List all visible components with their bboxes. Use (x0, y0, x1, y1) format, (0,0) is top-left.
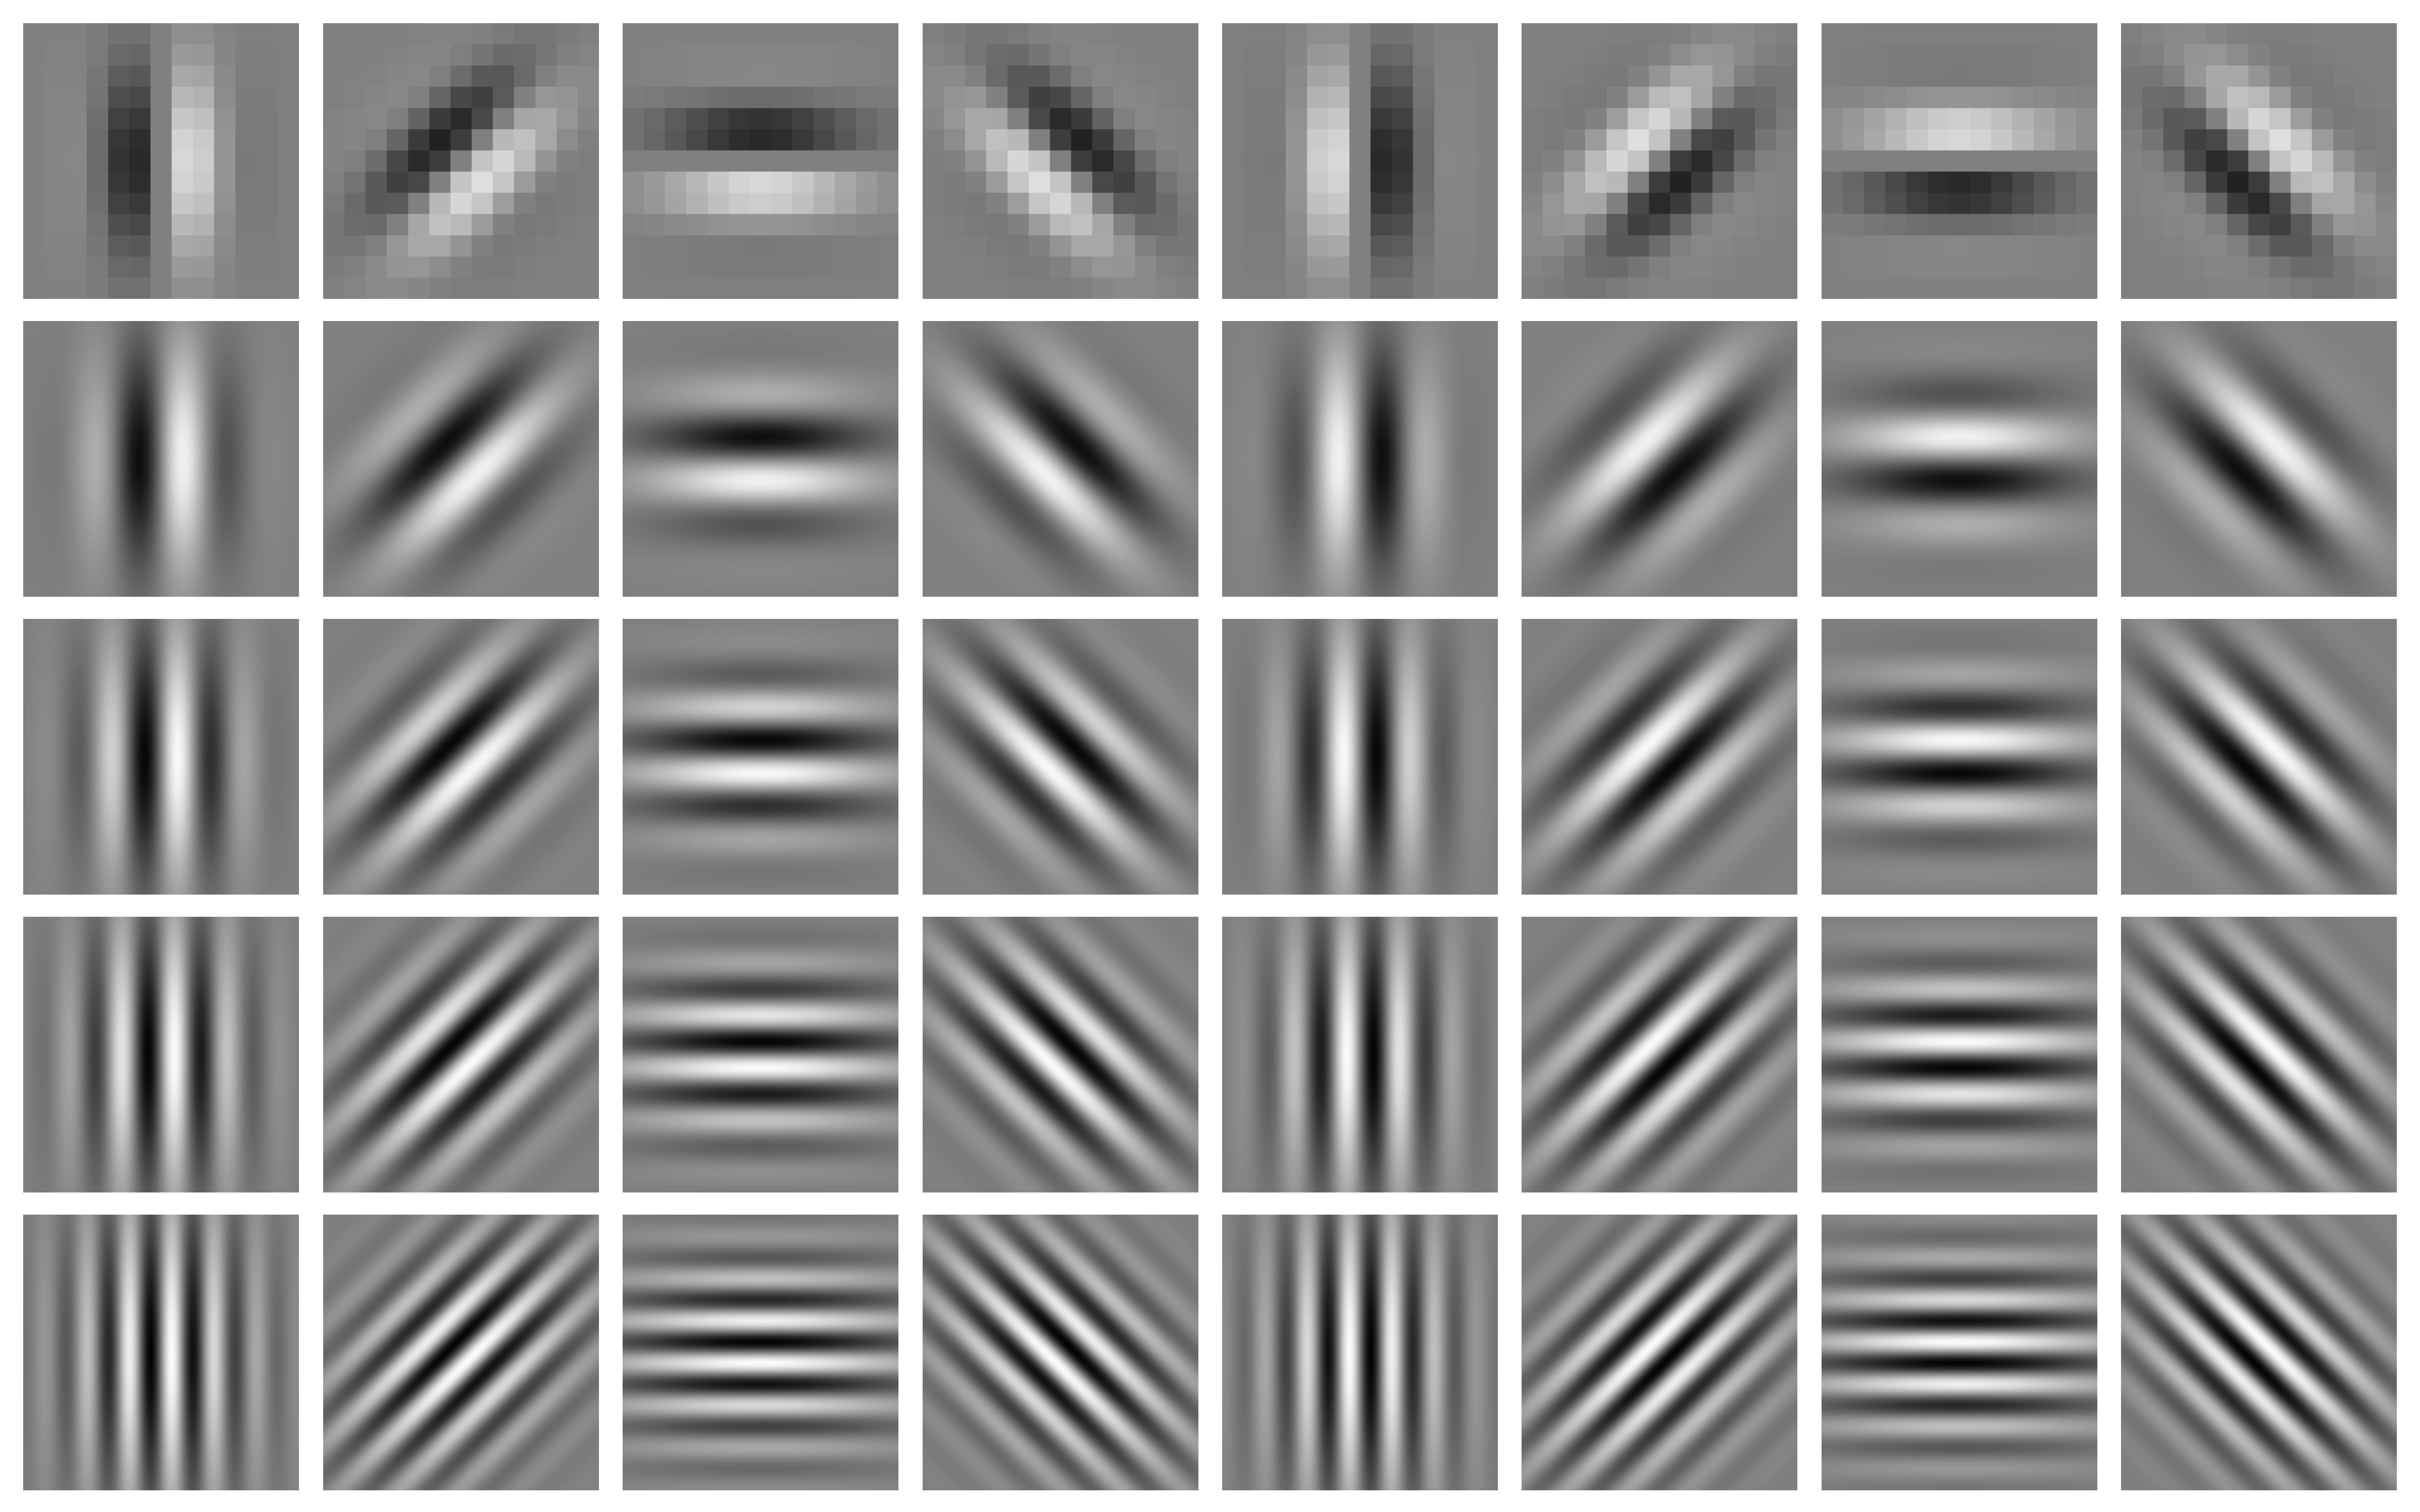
gabor-filter-r3-c2 (323, 619, 599, 895)
gabor-filter-r4-c8 (2121, 917, 2397, 1192)
gabor-filter-r1-c2 (323, 23, 599, 299)
gabor-filter-image (2121, 619, 2397, 895)
gabor-filter-r5-c4 (923, 1215, 1198, 1490)
gabor-filter-image (2121, 917, 2397, 1192)
gabor-filter-image (623, 619, 898, 895)
gabor-filter-r4-c5 (1222, 917, 1498, 1192)
gabor-filter-r4-c4 (923, 917, 1198, 1192)
gabor-filter-r5-c7 (1822, 1215, 2097, 1490)
gabor-filter-image (2121, 321, 2397, 597)
gabor-filter-r2-c5 (1222, 321, 1498, 597)
gabor-filter-image (23, 917, 299, 1192)
gabor-filter-image (1222, 1215, 1498, 1490)
gabor-filter-image (1822, 23, 2097, 299)
gabor-filter-r2-c6 (1522, 321, 1797, 597)
gabor-filter-r1-c1 (23, 23, 299, 299)
gabor-filter-r5-c5 (1222, 1215, 1498, 1490)
gabor-filter-r5-c2 (323, 1215, 599, 1490)
gabor-filter-image (923, 917, 1198, 1192)
gabor-filter-r4-c1 (23, 917, 299, 1192)
gabor-filter-r2-c2 (323, 321, 599, 597)
gabor-filter-r5-c3 (623, 1215, 898, 1490)
gabor-filter-image (323, 321, 599, 597)
gabor-filter-r4-c6 (1522, 917, 1797, 1192)
gabor-filter-r1-c6 (1522, 23, 1797, 299)
gabor-filter-image (623, 23, 898, 299)
gabor-filter-image (2121, 1215, 2397, 1490)
gabor-filter-image (1522, 1215, 1797, 1490)
gabor-filter-image (2121, 23, 2397, 299)
gabor-filter-image (1822, 321, 2097, 597)
gabor-filter-image (923, 321, 1198, 597)
gabor-filter-image (23, 1215, 299, 1490)
gabor-filter-r4-c3 (623, 917, 898, 1192)
gabor-filter-image (1822, 1215, 2097, 1490)
gabor-filter-image (623, 321, 898, 597)
gabor-filter-r1-c7 (1822, 23, 2097, 299)
gabor-filter-image (323, 917, 599, 1192)
gabor-filter-r5-c1 (23, 1215, 299, 1490)
gabor-filter-image (1822, 619, 2097, 895)
gabor-filter-r1-c5 (1222, 23, 1498, 299)
gabor-filter-r1-c8 (2121, 23, 2397, 299)
gabor-filter-r3-c7 (1822, 619, 2097, 895)
gabor-filter-image (923, 619, 1198, 895)
gabor-filter-r3-c5 (1222, 619, 1498, 895)
gabor-filter-image (23, 619, 299, 895)
gabor-filter-r2-c4 (923, 321, 1198, 597)
gabor-filter-r1-c3 (623, 23, 898, 299)
gabor-filter-r3-c1 (23, 619, 299, 895)
gabor-filter-r3-c3 (623, 619, 898, 895)
gabor-filter-image (323, 23, 599, 299)
gabor-filter-r4-c7 (1822, 917, 2097, 1192)
gabor-filter-r5-c6 (1522, 1215, 1797, 1490)
gabor-filter-r3-c6 (1522, 619, 1797, 895)
gabor-filter-image (1522, 23, 1797, 299)
gabor-filter-r1-c4 (923, 23, 1198, 299)
gabor-filter-r3-c4 (923, 619, 1198, 895)
gabor-filter-r2-c7 (1822, 321, 2097, 597)
gabor-filter-r2-c3 (623, 321, 898, 597)
gabor-filter-image (1222, 321, 1498, 597)
gabor-filter-image (1222, 23, 1498, 299)
gabor-filter-image (23, 321, 299, 597)
gabor-filter-r2-c1 (23, 321, 299, 597)
gabor-filter-image (623, 917, 898, 1192)
gabor-filter-image (623, 1215, 898, 1490)
gabor-filter-image (1522, 619, 1797, 895)
gabor-filter-image (923, 1215, 1198, 1490)
gabor-filter-r4-c2 (323, 917, 599, 1192)
gabor-filter-image (1222, 917, 1498, 1192)
gabor-filter-image (1822, 917, 2097, 1192)
gabor-filter-image (23, 23, 299, 299)
gabor-filter-image (323, 1215, 599, 1490)
gabor-filter-r2-c8 (2121, 321, 2397, 597)
gabor-filter-image (1222, 619, 1498, 895)
gabor-filter-image (323, 619, 599, 895)
gabor-filter-r3-c8 (2121, 619, 2397, 895)
gabor-filter-image (1522, 321, 1797, 597)
gabor-filter-image (1522, 917, 1797, 1192)
gabor-filter-image (923, 23, 1198, 299)
gabor-filter-r5-c8 (2121, 1215, 2397, 1490)
